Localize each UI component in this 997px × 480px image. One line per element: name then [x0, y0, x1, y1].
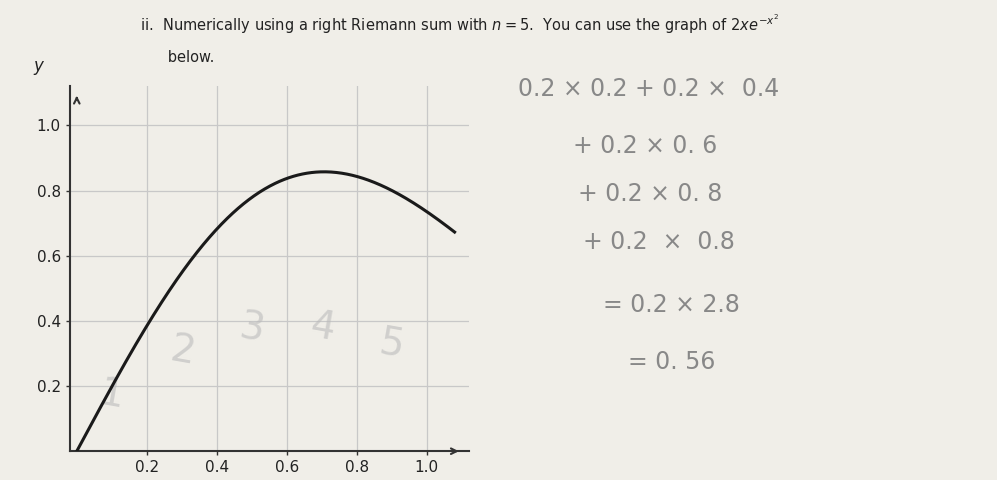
Text: ii.  Numerically using a right Riemann sum with $n = 5$.  You can use the graph : ii. Numerically using a right Riemann su…	[140, 12, 779, 36]
Text: below.: below.	[140, 50, 214, 65]
Text: + 0.2  ×  0.8: + 0.2 × 0.8	[583, 230, 735, 254]
Text: + 0.2 × 0. 8: + 0.2 × 0. 8	[578, 182, 723, 206]
Text: 5: 5	[376, 323, 407, 364]
Text: 2: 2	[166, 330, 197, 372]
Text: = 0.2 × 2.8: = 0.2 × 2.8	[603, 293, 740, 317]
Text: 3: 3	[236, 308, 267, 349]
Text: = 0. 56: = 0. 56	[628, 350, 716, 374]
Text: y: y	[33, 57, 43, 75]
Text: + 0.2 × 0. 6: + 0.2 × 0. 6	[573, 134, 718, 158]
Text: 4: 4	[306, 307, 337, 348]
Text: 1: 1	[97, 374, 128, 416]
Text: 0.2 × 0.2 + 0.2 ×  0.4: 0.2 × 0.2 + 0.2 × 0.4	[518, 77, 780, 101]
X-axis label: x: x	[264, 477, 274, 480]
